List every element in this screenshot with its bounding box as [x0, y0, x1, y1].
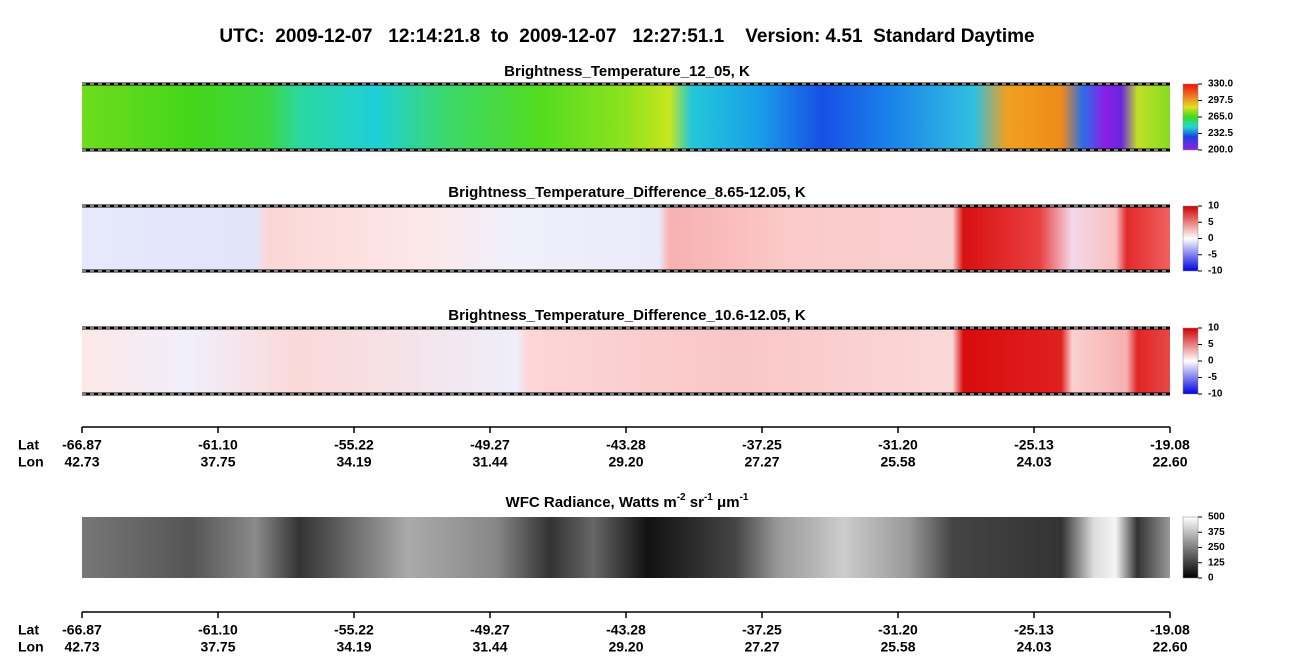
- page-title: UTC: 2009-12-07 12:14:21.8 to 2009-12-07…: [219, 26, 1034, 47]
- lat-value: -37.25: [742, 622, 782, 638]
- lat-value: -19.08: [1150, 437, 1190, 453]
- colorbar-label: 232.5: [1208, 128, 1233, 139]
- lon-label: Lon: [18, 454, 44, 470]
- lat-value: -49.27: [470, 437, 510, 453]
- colorbar-label: 500: [1208, 512, 1225, 523]
- colorbar: [1182, 327, 1199, 395]
- lon-value: 34.19: [336, 454, 371, 470]
- colorbar-label: 5: [1208, 217, 1214, 228]
- colorbar-label: 265.0: [1208, 112, 1233, 123]
- lon-value: 29.20: [608, 454, 643, 470]
- colorbar-label: 10: [1208, 201, 1220, 212]
- lon-value: 27.27: [744, 639, 779, 655]
- colorbar-label: -10: [1208, 266, 1223, 277]
- lon-label: Lon: [18, 639, 44, 655]
- lon-value: 42.73: [64, 639, 99, 655]
- colorbar-label: 10: [1208, 323, 1220, 334]
- lon-value: 29.20: [608, 639, 643, 655]
- lat-value: -55.22: [334, 622, 374, 638]
- panel-title: Brightness_Temperature_Difference_10.6-1…: [448, 307, 806, 324]
- lon-value: 24.03: [1016, 454, 1051, 470]
- colorbar: [1182, 205, 1199, 272]
- colorbar-label: 375: [1208, 527, 1225, 538]
- image: [82, 517, 1170, 578]
- panel-title: Brightness_Temperature_Difference_8.65-1…: [448, 184, 806, 201]
- lat-value: -43.28: [606, 622, 646, 638]
- lat-value: -61.10: [198, 437, 238, 453]
- lon-value: 37.75: [200, 639, 235, 655]
- lat-value: -19.08: [1150, 622, 1190, 638]
- image: [82, 84, 1170, 150]
- colorbar-label: 330.0: [1208, 79, 1233, 90]
- lon-value: 37.75: [200, 454, 235, 470]
- lon-value: 24.03: [1016, 639, 1051, 655]
- lon-value: 31.44: [472, 639, 507, 655]
- lat-label: Lat: [18, 437, 39, 453]
- lon-value: 42.73: [64, 454, 99, 470]
- colorbar-label: -5: [1208, 249, 1217, 260]
- title-part: -1: [704, 492, 713, 503]
- lat-value: -55.22: [334, 437, 374, 453]
- lon-value: 25.58: [880, 454, 915, 470]
- colorbar-label: 0: [1208, 233, 1214, 244]
- lon-value: 27.27: [744, 454, 779, 470]
- colorbar-label: 0: [1208, 573, 1214, 584]
- title-part: -2: [677, 492, 686, 503]
- image: [82, 328, 1170, 394]
- colorbar-label: 250: [1208, 542, 1225, 553]
- lat-value: -25.13: [1014, 622, 1054, 638]
- panel-title: WFC Radiance, Watts m-2 sr-1 μm-1: [506, 492, 749, 511]
- lat-value: -37.25: [742, 437, 782, 453]
- colorbar-label: 297.5: [1208, 95, 1233, 106]
- lat-label: Lat: [18, 622, 39, 638]
- title-part: WFC Radiance, Watts m: [506, 494, 677, 511]
- lat-value: -43.28: [606, 437, 646, 453]
- lat-value: -66.87: [62, 437, 102, 453]
- title-part: μm: [713, 494, 740, 511]
- title-part: -1: [740, 492, 749, 503]
- colorbar: [1182, 516, 1199, 579]
- lat-value: -66.87: [62, 622, 102, 638]
- lat-value: -25.13: [1014, 437, 1054, 453]
- colorbar-label: 5: [1208, 339, 1214, 350]
- lon-value: 34.19: [336, 639, 371, 655]
- colorbar-label: -5: [1208, 372, 1217, 383]
- lat-value: -49.27: [470, 622, 510, 638]
- lon-value: 25.58: [880, 639, 915, 655]
- colorbar-label: 125: [1208, 557, 1225, 568]
- panel-title: Brightness_Temperature_12_05, K: [504, 63, 750, 80]
- lon-value: 31.44: [472, 454, 507, 470]
- colorbar-label: -10: [1208, 389, 1223, 400]
- colorbar: [1182, 83, 1199, 151]
- image: [82, 206, 1170, 271]
- lat-value: -61.10: [198, 622, 238, 638]
- title-part: sr: [686, 494, 705, 511]
- lat-value: -31.20: [878, 622, 918, 638]
- colorbar-label: 200.0: [1208, 145, 1233, 156]
- colorbar-label: 0: [1208, 356, 1214, 367]
- lon-value: 22.60: [1152, 639, 1187, 655]
- lon-value: 22.60: [1152, 454, 1187, 470]
- lat-value: -31.20: [878, 437, 918, 453]
